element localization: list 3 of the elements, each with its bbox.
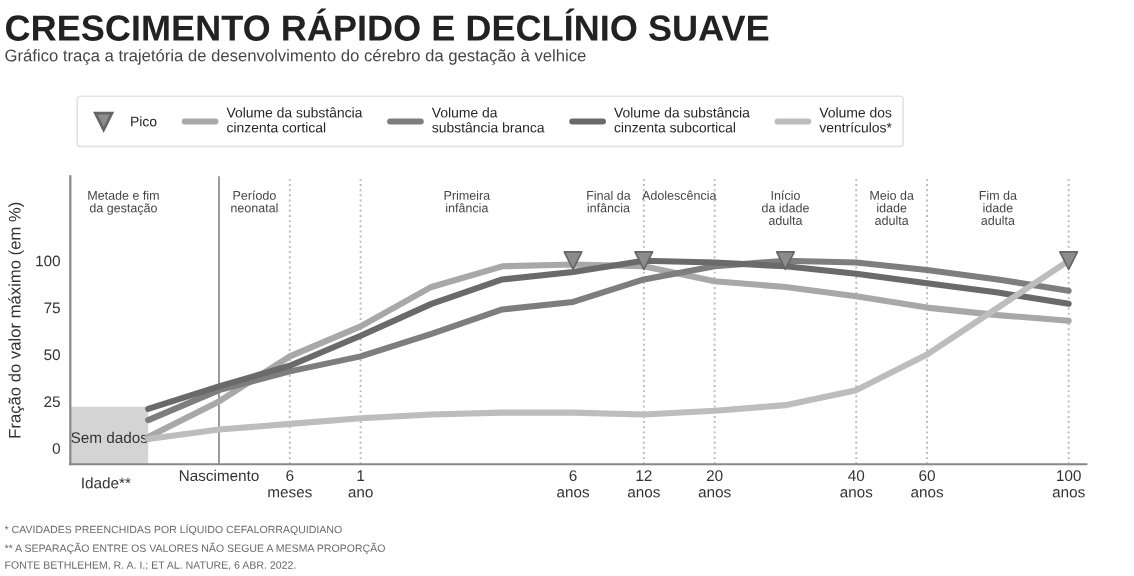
y-axis-title: Fração do valor máximo (em %) [8, 202, 24, 438]
chart-title: CRESCIMENTO RÁPIDO E DECLÍNIO SUAVE [6, 8, 769, 41]
chart-subtitle: Gráfico traça a trajetória de desenvolvimento do cérebro da gestação à velhice [5, 48, 586, 65]
